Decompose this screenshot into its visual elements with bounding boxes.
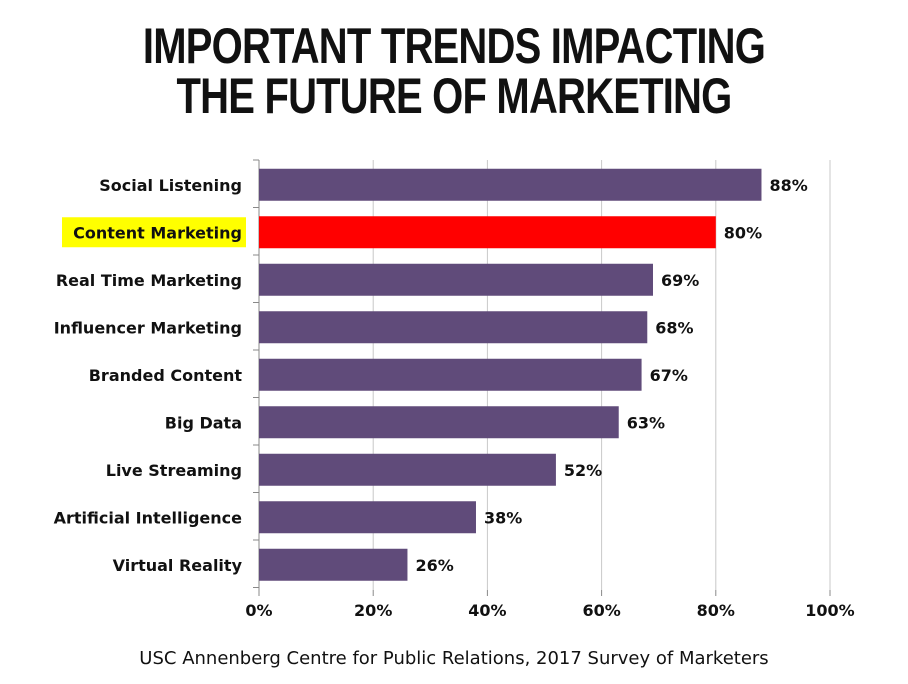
data-label: 69% <box>661 271 699 290</box>
x-tick-label: 0% <box>245 601 272 620</box>
category-label: Big Data <box>165 413 242 432</box>
data-label: 63% <box>627 413 665 432</box>
bar <box>259 263 653 296</box>
category-label: Real Time Marketing <box>56 271 242 290</box>
data-label: 80% <box>724 223 762 242</box>
category-label: Branded Content <box>89 366 243 385</box>
data-label: 67% <box>650 366 688 385</box>
data-label: 52% <box>564 461 602 480</box>
x-tick-label: 40% <box>468 601 506 620</box>
category-highlight-background <box>62 217 246 248</box>
data-label: 88% <box>769 176 807 195</box>
category-label: Social Listening <box>99 176 242 195</box>
bar <box>259 311 648 344</box>
x-tick-label: 60% <box>582 601 620 620</box>
bar <box>259 358 642 391</box>
chart-title-line-1: IMPORTANT TRENDS IMPACTING <box>142 18 766 74</box>
category-label: Influencer Marketing <box>54 318 242 337</box>
bar-chart: 0% 20% 40% 60% 80% 100% Social Listening 88% Con… <box>54 159 855 620</box>
data-label: 38% <box>484 508 522 527</box>
category-label: Artificial Intelligence <box>54 508 243 527</box>
category-label: Content Marketing <box>73 223 242 242</box>
x-tick-label: 20% <box>354 601 392 620</box>
bar <box>259 406 619 439</box>
bar <box>259 453 556 486</box>
bar <box>259 548 408 581</box>
chart-source: USC Annenberg Centre for Public Relation… <box>139 648 769 669</box>
category-label: Virtual Reality <box>113 556 243 575</box>
bar <box>259 216 716 249</box>
data-label: 26% <box>415 556 453 575</box>
bar <box>259 501 476 534</box>
chart-title-line-2: THE FUTURE OF MARKETING <box>176 68 733 124</box>
x-tick-label: 100% <box>805 601 854 620</box>
x-tick-label: 80% <box>697 601 735 620</box>
data-label: 68% <box>655 318 693 337</box>
category-label: Live Streaming <box>106 461 242 480</box>
bar <box>259 168 762 201</box>
